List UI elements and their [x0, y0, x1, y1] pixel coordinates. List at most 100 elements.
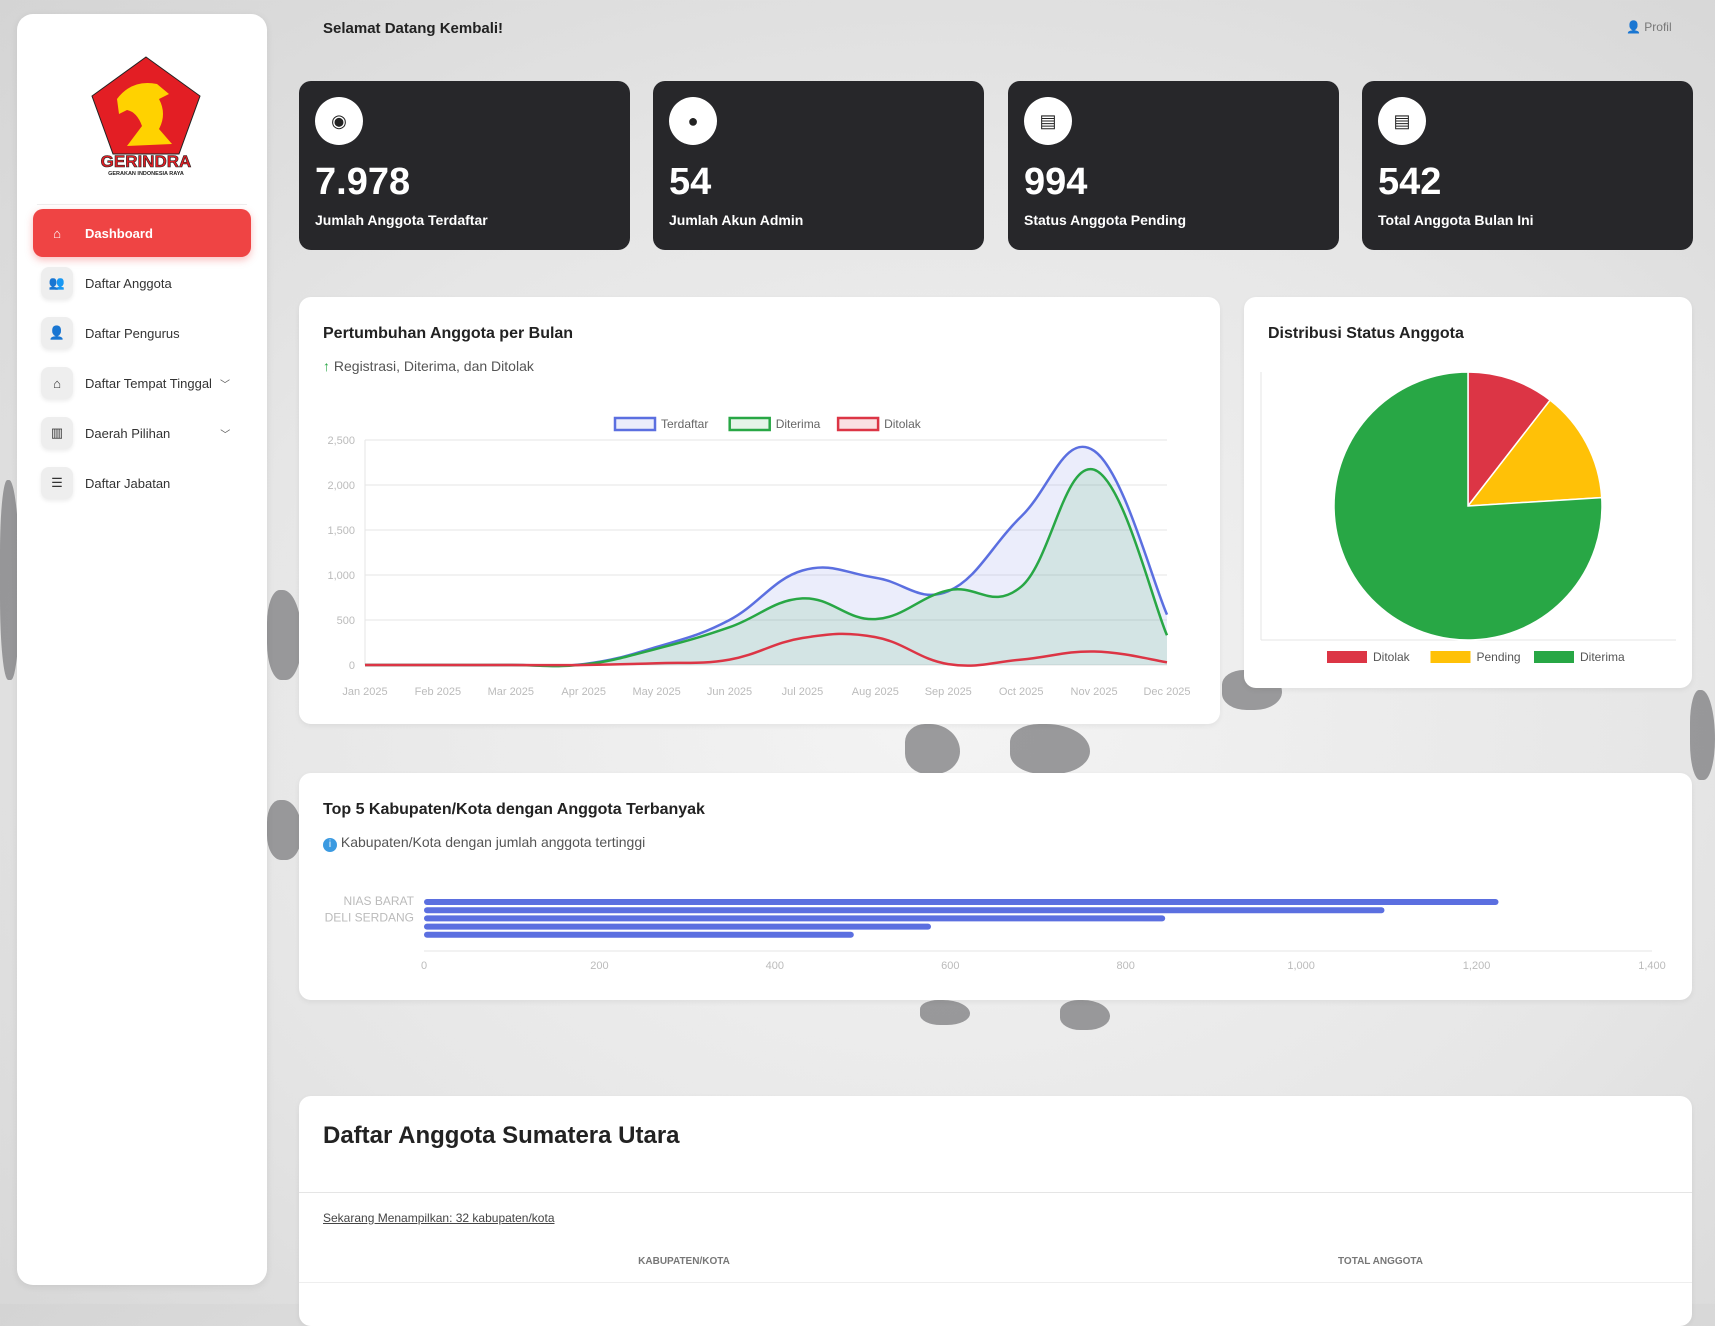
stat-label: Jumlah Akun Admin [669, 212, 804, 228]
nav-label: Daftar Pengurus [85, 325, 180, 341]
legend-swatch [1327, 651, 1367, 663]
sidebar-item-daftar-tempat-tinggal[interactable]: ⌂ Daftar Tempat Tinggal ﹀ [33, 359, 251, 407]
showing-count-link[interactable]: Sekarang Menampilkan: 32 kabupaten/kota [323, 1211, 555, 1225]
info-icon: i [323, 838, 337, 852]
card-subtitle: i Kabupaten/Kota dengan jumlah anggota t… [323, 834, 645, 852]
area-terdaftar [365, 446, 1167, 666]
legend-swatch [728, 416, 771, 432]
table-header-border [299, 1282, 1692, 1283]
sidebar: GERINDRA GERAKAN INDONESIA RAYA ⌂ Dashboa… [17, 14, 267, 1285]
y-tick-label: 2,000 [327, 480, 355, 492]
id-badge-icon: ▤ [1378, 97, 1426, 145]
sidebar-item-daftar-pengurus[interactable]: 👤 Daftar Pengurus [33, 309, 251, 357]
bar-chart-card: Top 5 Kabupaten/Kota dengan Anggota Terb… [299, 773, 1692, 1000]
x-tick-label: Feb 2025 [415, 686, 461, 698]
column-header-total[interactable]: TOTAL ANGGOTA [1338, 1256, 1423, 1267]
chevron-down-icon: ﹀ [220, 429, 231, 441]
bar [424, 899, 1499, 905]
svg-text:GERAKAN INDONESIA RAYA: GERAKAN INDONESIA RAYA [108, 171, 184, 177]
x-tick-label: 600 [941, 960, 959, 972]
users-icon: 👥 [41, 267, 73, 299]
sidebar-item-daftar-jabatan[interactable]: ☰ Daftar Jabatan [33, 459, 251, 507]
legend-swatch [836, 416, 880, 432]
members-table-card: Daftar Anggota Sumatera Utara Sekarang M… [299, 1096, 1692, 1326]
bar [424, 915, 1166, 922]
bar [424, 907, 1385, 914]
x-tick-label: 1,400 [1638, 960, 1666, 972]
stat-card-anggota-terdaftar: ◉ 7.978 Jumlah Anggota Terdaftar [299, 81, 630, 250]
x-tick-label: Aug 2025 [852, 686, 899, 698]
sidebar-item-daftar-anggota[interactable]: 👥 Daftar Anggota [33, 259, 251, 307]
y-tick-label: 2,500 [327, 435, 355, 447]
user-icon: ● [669, 97, 717, 145]
stat-value: 542 [1378, 161, 1442, 203]
stat-label: Status Anggota Pending [1024, 212, 1187, 228]
card-title: Daftar Anggota Sumatera Utara [323, 1122, 680, 1149]
line-chart-card: Pertumbuhan Anggota per Bulan ↑ Registra… [299, 297, 1220, 724]
x-tick-label: Apr 2025 [561, 686, 606, 698]
area-diterima [365, 469, 1167, 667]
x-tick-label: Sep 2025 [925, 686, 972, 698]
legend-label: Terdaftar [661, 417, 708, 431]
sidebar-item-dashboard[interactable]: ⌂ Dashboard [33, 209, 251, 257]
id-badge-icon: ▤ [1024, 97, 1072, 145]
y-tick-label: NIAS BARAT [344, 894, 415, 908]
column-header-kabupaten[interactable]: KABUPATEN/KOTA [638, 1256, 730, 1267]
user-circle-icon: ◉ [315, 97, 363, 145]
user-icon: 👤 [1626, 20, 1645, 34]
gerindra-logo: GERINDRA GERAKAN INDONESIA RAYA [91, 56, 201, 177]
profile-label: Profil [1644, 20, 1672, 34]
x-tick-label: Jan 2025 [342, 686, 387, 698]
stat-card-akun-admin: ● 54 Jumlah Akun Admin [653, 81, 984, 250]
welcome-heading: Selamat Datang Kembali! [323, 20, 504, 37]
pie-chart-card: Distribusi Status Anggota Ditolak Pending… [1244, 297, 1692, 688]
y-tick-label: 500 [337, 615, 355, 627]
profile-link[interactable]: 👤 Profil [1626, 20, 1672, 34]
x-tick-label: Dec 2025 [1143, 686, 1190, 698]
stat-value: 54 [669, 161, 712, 203]
x-tick-label: May 2025 [632, 686, 680, 698]
legend-label: Diterima [1580, 650, 1625, 664]
legend-label: Pending [1477, 650, 1521, 664]
y-tick-label: DELI SERDANG [325, 910, 414, 924]
card-subtitle: ↑ Registrasi, Diterima, dan Ditolak [323, 358, 534, 374]
x-tick-label: 800 [1117, 960, 1135, 972]
pie-slice-pending [1466, 399, 1603, 507]
x-tick-label: Nov 2025 [1071, 686, 1118, 698]
y-tick-label: 1,000 [327, 570, 355, 582]
stat-card-anggota-bulan-ini: ▤ 542 Total Anggota Bulan Ini [1362, 81, 1693, 250]
x-tick-label: 200 [590, 960, 608, 972]
x-tick-label: Jun 2025 [707, 686, 752, 698]
legend-label: Ditolak [1373, 650, 1411, 664]
x-tick-label: Mar 2025 [488, 686, 534, 698]
line-ditolak [365, 632, 1168, 667]
arrow-up-icon: ↑ [323, 358, 330, 374]
card-title: Top 5 Kabupaten/Kota dengan Anggota Terb… [323, 801, 705, 818]
chevron-down-icon: ﹀ [219, 379, 230, 391]
stat-label: Jumlah Anggota Terdaftar [315, 212, 488, 228]
card-title: Distribusi Status Anggota [1268, 325, 1464, 342]
x-tick-label: 400 [766, 960, 784, 972]
sidebar-divider [37, 204, 247, 205]
x-tick-label: 0 [421, 960, 427, 972]
pie-chart: Ditolak Pending Diterima [1260, 371, 1676, 664]
stat-label: Total Anggota Bulan Ini [1378, 212, 1534, 228]
user-tie-icon: 👤 [41, 317, 73, 349]
subtitle-text: Registrasi, Diterima, dan Ditolak [333, 358, 534, 374]
nav-label: Daftar Anggota [85, 275, 172, 291]
x-tick-label: Oct 2025 [999, 686, 1044, 698]
nav-label: Daftar Jabatan [85, 475, 171, 491]
line-chart: 0 500 1,000 1,500 2,000 2,500 Jan 2025 Feb 2025… [327, 416, 1191, 698]
sidebar-item-daerah-pilihan[interactable]: ▥ Daerah Pilihan ﹀ [33, 409, 251, 457]
card-title: Pertumbuhan Anggota per Bulan [323, 325, 574, 342]
subtitle-text: Kabupaten/Kota dengan jumlah anggota ter… [340, 834, 646, 850]
nav-label: Dashboard [85, 225, 153, 241]
city-icon: ▥ [41, 417, 73, 449]
legend-label: Ditolak [884, 417, 922, 431]
list-check-icon: ☰ [41, 467, 73, 499]
house-user-icon: ⌂ [41, 367, 73, 399]
nav-label: Daftar Tempat Tinggal [85, 375, 212, 391]
x-tick-label: 1,200 [1463, 960, 1491, 972]
y-tick-label: 1,500 [327, 525, 355, 537]
bar [424, 931, 854, 938]
